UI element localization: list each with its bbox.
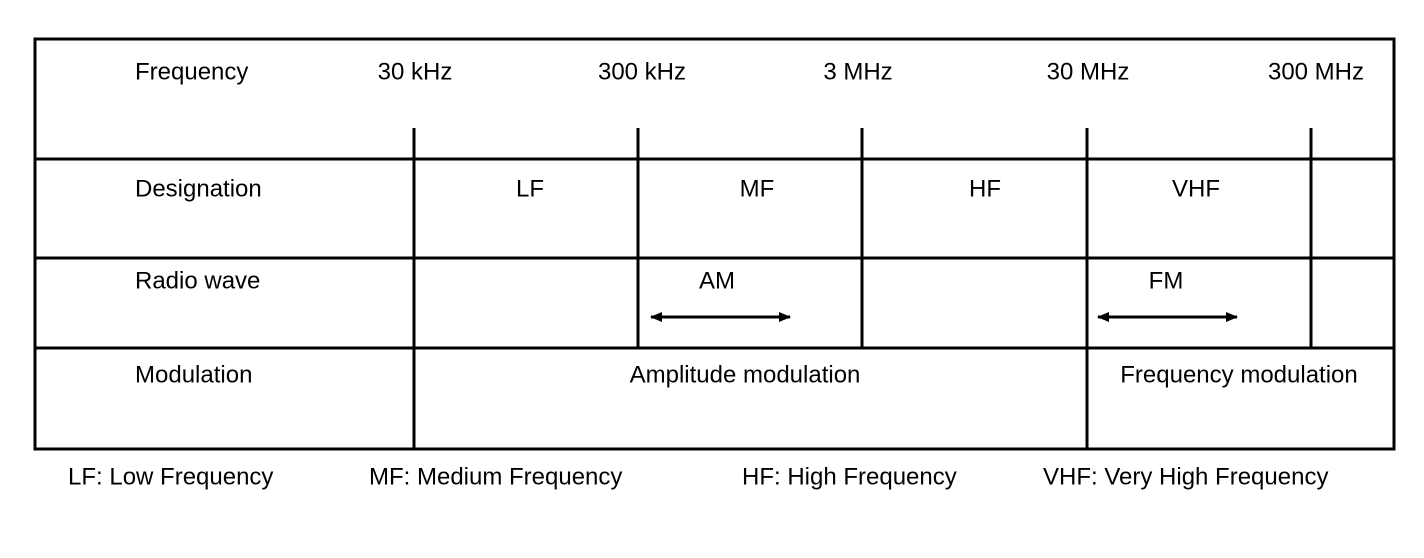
- designation: HF: [969, 175, 1001, 202]
- frequency-label: 300 MHz: [1268, 58, 1364, 85]
- frequency-label: 30 kHz: [378, 58, 453, 85]
- frequency-label: 3 MHz: [823, 58, 892, 85]
- modulation: Amplitude modulation: [630, 361, 861, 388]
- row-label: Modulation: [135, 361, 252, 388]
- designation: MF: [740, 175, 775, 202]
- designation: LF: [516, 175, 544, 202]
- table-border: [33, 37, 1396, 451]
- frequency-label: 300 kHz: [598, 58, 686, 85]
- radio-wave: AM: [699, 267, 735, 294]
- legend-entry: VHF: Very High Frequency: [1043, 463, 1328, 490]
- modulation: Frequency modulation: [1120, 361, 1357, 388]
- row-label: Frequency: [135, 58, 248, 85]
- designation: VHF: [1172, 175, 1220, 202]
- legend-entry: HF: High Frequency: [742, 463, 957, 490]
- row-label: Designation: [135, 175, 262, 202]
- legend-entry: LF: Low Frequency: [68, 463, 273, 490]
- row-label: Radio wave: [135, 267, 260, 294]
- radio-wave: FM: [1149, 267, 1184, 294]
- legend-entry: MF: Medium Frequency: [369, 463, 622, 490]
- frequency-label: 30 MHz: [1047, 58, 1130, 85]
